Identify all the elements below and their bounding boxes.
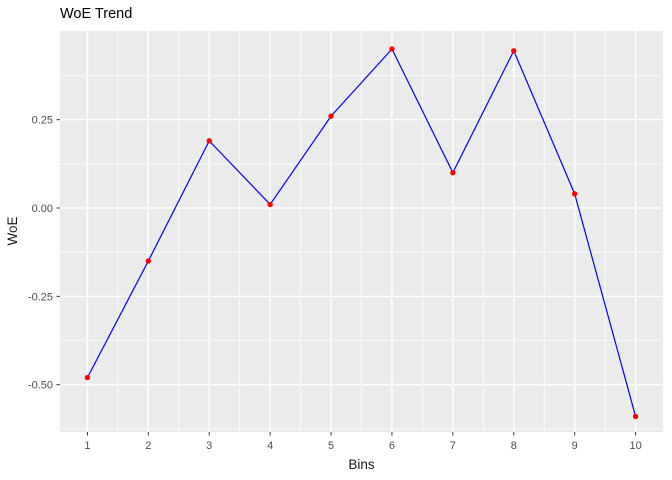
data-point [632,413,639,420]
data-point [84,374,91,381]
data-point [511,48,517,54]
x-tick-label: 3 [206,440,212,452]
y-tick-label: 0.00 [32,203,53,215]
data-point [145,258,152,264]
x-axis-title: Bins [348,457,375,472]
x-tick-label: 9 [572,440,578,452]
y-tick-label: -0.25 [28,291,53,303]
x-tick-label: 2 [145,440,151,452]
data-point [328,113,334,119]
x-tick-label: 6 [389,440,395,452]
x-tick-label: 5 [328,440,334,452]
x-tick-label: 7 [450,440,456,452]
data-point [450,169,456,176]
x-tick-label: 4 [267,440,273,452]
y-tick-label: 0.25 [32,115,53,127]
y-tick-label: -0.50 [28,380,53,392]
x-tick-label: 1 [84,440,90,452]
x-tick-label: 10 [629,440,641,452]
x-tick-label: 8 [511,440,517,452]
y-axis-title: WoE [5,216,20,246]
plot-title: WoE Trend [60,6,133,22]
data-point [267,201,273,208]
data-point [571,191,578,197]
trend-line [86,47,637,417]
data-point [389,46,395,52]
data-point [206,138,212,144]
